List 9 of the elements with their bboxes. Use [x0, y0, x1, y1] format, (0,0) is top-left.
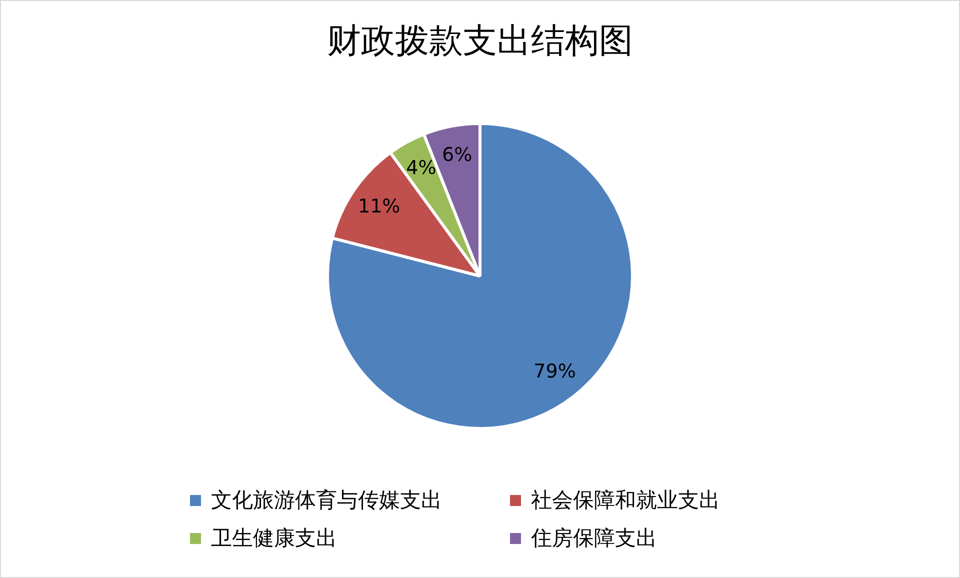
legend-label: 文化旅游体育与传媒支出 — [211, 487, 442, 514]
legend-label: 住房保障支出 — [531, 525, 657, 552]
data-label: 79% — [534, 360, 576, 382]
chart-title: 财政拨款支出结构图 — [326, 20, 634, 63]
legend-label: 卫生健康支出 — [211, 525, 337, 552]
legend-label: 社会保障和就业支出 — [531, 487, 720, 514]
data-label: 11% — [358, 195, 400, 218]
data-label: 6% — [442, 144, 472, 166]
data-label: 4% — [406, 157, 436, 180]
